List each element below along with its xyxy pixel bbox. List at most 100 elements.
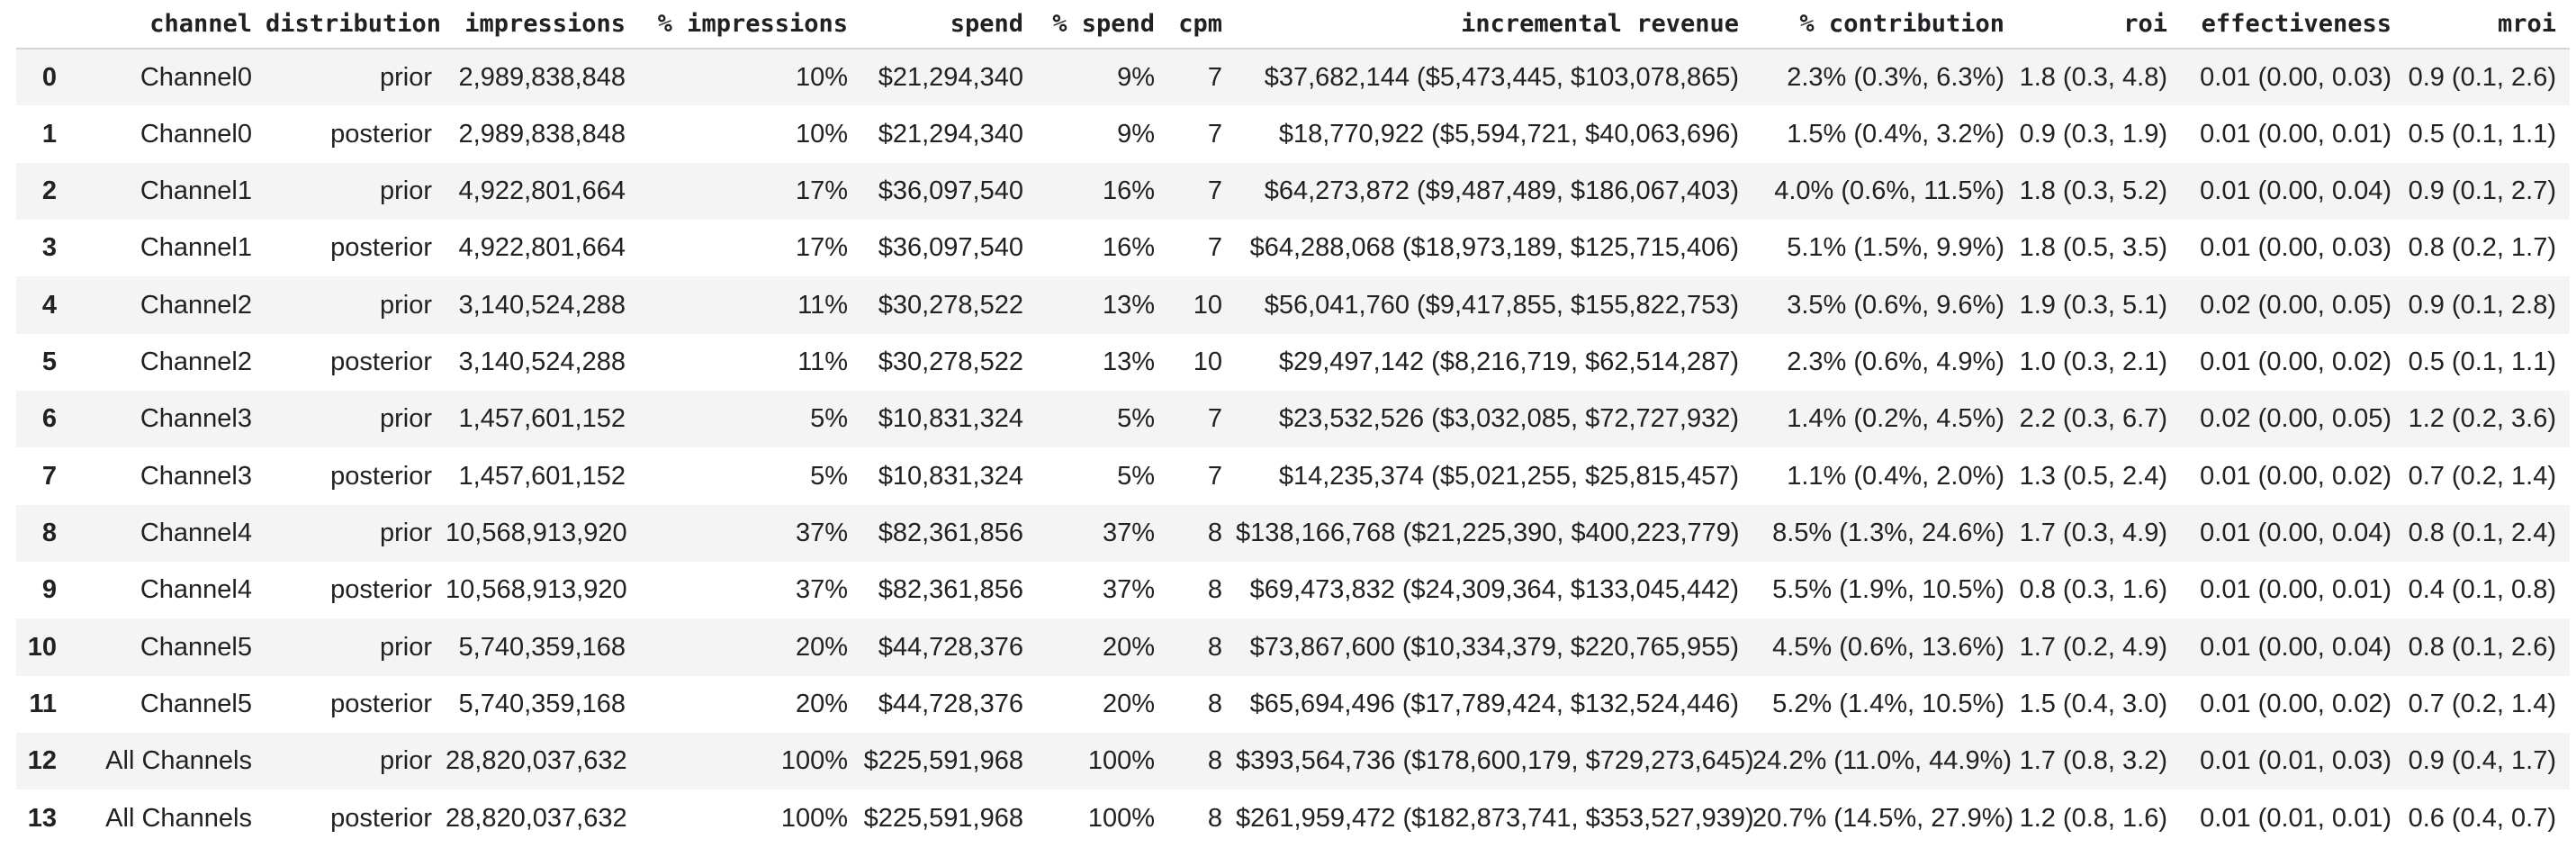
- cell-roi: 2.2 (0.3, 6.7): [2019, 404, 2167, 434]
- table-row: 12 All Channels prior 28,820,037,632 100…: [16, 733, 2570, 790]
- cell-impressions: 10,568,913,920: [446, 518, 627, 547]
- cell-channel: Channel2: [140, 290, 252, 320]
- cell-cpm: 8: [1207, 803, 1222, 833]
- cell-incremental-revenue: $261,959,472 ($182,873,741, $353,527,939…: [1236, 803, 1752, 833]
- row-index: 0: [41, 62, 57, 92]
- cell-pct-impressions: 11%: [797, 290, 848, 320]
- cell-roi: 1.8 (0.3, 4.8): [2019, 62, 2167, 92]
- column-header-index: [16, 0, 70, 50]
- cell-pct-contribution: 4.5% (0.6%, 13.6%): [1772, 632, 2004, 662]
- cell-channel: Channel0: [140, 119, 252, 149]
- cell-pct-impressions: 20%: [795, 632, 848, 662]
- cell-pct-contribution: 2.3% (0.6%, 4.9%): [1787, 347, 2004, 376]
- cell-distribution: posterior: [330, 575, 432, 605]
- cell-roi: 1.8 (0.5, 3.5): [2019, 233, 2167, 263]
- cell-incremental-revenue: $65,694,496 ($17,789,424, $132,524,446): [1249, 689, 1739, 718]
- cell-mroi: 0.8 (0.1, 2.4): [2408, 518, 2556, 547]
- cell-channel: Channel5: [140, 632, 252, 662]
- cell-spend: $21,294,340: [878, 119, 1023, 149]
- cell-spend: $36,097,540: [878, 176, 1023, 205]
- cell-distribution: posterior: [330, 689, 432, 718]
- cell-roi: 1.7 (0.2, 4.9): [2019, 632, 2167, 662]
- cell-cpm: 8: [1207, 689, 1222, 718]
- cell-pct-spend: 9%: [1117, 62, 1155, 92]
- cell-pct-contribution: 1.5% (0.4%, 3.2%): [1787, 119, 2004, 149]
- cell-channel: Channel4: [140, 518, 252, 547]
- cell-impressions: 28,820,037,632: [446, 803, 627, 833]
- cell-pct-impressions: 37%: [795, 518, 848, 547]
- cell-effectiveness: 0.01 (0.01, 0.03): [2200, 746, 2391, 776]
- cell-spend: $225,591,968: [863, 746, 1023, 776]
- column-header-pct-spend: % spend: [1037, 0, 1168, 50]
- cell-roi: 1.7 (0.3, 4.9): [2019, 518, 2167, 547]
- row-index: 3: [41, 233, 57, 263]
- cell-effectiveness: 0.01 (0.00, 0.03): [2200, 233, 2391, 263]
- cell-effectiveness: 0.01 (0.00, 0.02): [2200, 689, 2391, 718]
- cell-cpm: 7: [1207, 404, 1222, 434]
- cell-mroi: 0.9 (0.1, 2.7): [2408, 176, 2556, 205]
- cell-pct-contribution: 8.5% (1.3%, 24.6%): [1772, 518, 2004, 547]
- cell-pct-spend: 13%: [1102, 290, 1155, 320]
- cell-distribution: prior: [379, 176, 432, 205]
- cell-impressions: 1,457,601,152: [458, 404, 626, 434]
- cell-incremental-revenue: $23,532,526 ($3,032,085, $72,727,932): [1278, 404, 1739, 434]
- cell-distribution: prior: [379, 746, 432, 776]
- cell-effectiveness: 0.02 (0.00, 0.05): [2200, 404, 2391, 434]
- cell-channel: Channel1: [140, 176, 252, 205]
- table-row: 13 All Channels posterior 28,820,037,632…: [16, 789, 2570, 847]
- cell-channel: Channel2: [140, 347, 252, 376]
- table-row: 9 Channel4 posterior 10,568,913,920 37% …: [16, 562, 2570, 619]
- cell-pct-impressions: 100%: [780, 803, 848, 833]
- column-header-impressions: impressions: [446, 0, 639, 50]
- cell-channel: Channel5: [140, 689, 252, 718]
- cell-effectiveness: 0.01 (0.00, 0.04): [2200, 632, 2391, 662]
- cell-pct-spend: 5%: [1117, 404, 1155, 434]
- cell-pct-impressions: 20%: [795, 689, 848, 718]
- cell-distribution: posterior: [330, 119, 432, 149]
- column-header-mroi: mroi: [2405, 0, 2570, 50]
- cell-impressions: 4,922,801,664: [458, 176, 626, 205]
- cell-pct-spend: 100%: [1087, 803, 1155, 833]
- cell-incremental-revenue: $37,682,144 ($5,473,445, $103,078,865): [1264, 62, 1739, 92]
- cell-channel: Channel0: [140, 62, 252, 92]
- cell-spend: $36,097,540: [878, 233, 1023, 263]
- table-row: 6 Channel3 prior 1,457,601,152 5% $10,83…: [16, 391, 2570, 448]
- table-row: 11 Channel5 posterior 5,740,359,168 20% …: [16, 675, 2570, 734]
- column-header-distribution: distribution: [266, 0, 446, 50]
- cell-mroi: 0.8 (0.1, 2.6): [2408, 632, 2556, 662]
- cell-spend: $10,831,324: [878, 461, 1023, 491]
- cell-incremental-revenue: $73,867,600 ($10,334,379, $220,765,955): [1249, 632, 1739, 662]
- cell-pct-contribution: 5.5% (1.9%, 10.5%): [1772, 575, 2004, 605]
- cell-roi: 1.5 (0.4, 3.0): [2019, 689, 2167, 718]
- column-header-effectiveness: effectiveness: [2181, 0, 2405, 50]
- cell-spend: $21,294,340: [878, 62, 1023, 92]
- cell-impressions: 1,457,601,152: [458, 461, 626, 491]
- cell-pct-impressions: 10%: [795, 62, 848, 92]
- cell-incremental-revenue: $29,497,142 ($8,216,719, $62,514,287): [1278, 347, 1739, 376]
- table-body: 0 Channel0 prior 2,989,838,848 10% $21,2…: [16, 49, 2570, 847]
- table-row: 10 Channel5 prior 5,740,359,168 20% $44,…: [16, 618, 2570, 676]
- cell-pct-spend: 16%: [1102, 233, 1155, 263]
- cell-distribution: posterior: [330, 347, 432, 376]
- row-index: 1: [41, 119, 57, 149]
- cell-distribution: posterior: [330, 461, 432, 491]
- cell-incremental-revenue: $56,041,760 ($9,417,855, $155,822,753): [1264, 290, 1739, 320]
- cell-pct-contribution: 1.4% (0.2%, 4.5%): [1787, 404, 2004, 434]
- cell-pct-impressions: 17%: [795, 176, 848, 205]
- cell-pct-contribution: 1.1% (0.4%, 2.0%): [1787, 461, 2004, 491]
- cell-mroi: 0.6 (0.4, 0.7): [2408, 803, 2556, 833]
- table-row: 3 Channel1 posterior 4,922,801,664 17% $…: [16, 220, 2570, 277]
- cell-mroi: 0.4 (0.1, 0.8): [2408, 575, 2556, 605]
- row-index: 7: [41, 461, 57, 491]
- column-header-roi: roi: [2018, 0, 2181, 50]
- cell-mroi: 0.7 (0.2, 1.4): [2408, 461, 2556, 491]
- cell-cpm: 10: [1193, 347, 1222, 376]
- row-index: 6: [41, 404, 57, 434]
- row-index: 11: [29, 689, 57, 718]
- cell-distribution: prior: [379, 404, 432, 434]
- cell-spend: $225,591,968: [863, 803, 1023, 833]
- cell-cpm: 7: [1207, 62, 1222, 92]
- cell-impressions: 28,820,037,632: [446, 746, 627, 776]
- cell-pct-spend: 5%: [1117, 461, 1155, 491]
